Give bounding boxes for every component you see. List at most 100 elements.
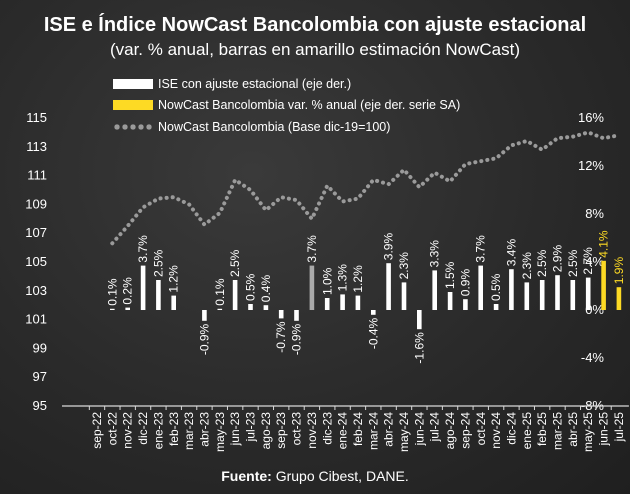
- ise-bar-label: 2.5%: [566, 249, 580, 277]
- x-tick-label: jul-25: [612, 412, 626, 443]
- x-tick-label: oct-24: [474, 412, 488, 446]
- ise-bar: [585, 277, 591, 310]
- right-axis: -8%-4%0%4%8%12%16%: [578, 110, 604, 413]
- nowcast-bar: [601, 260, 606, 310]
- x-tick-label: oct-23: [290, 412, 304, 446]
- x-tick-label: ene-23: [151, 412, 165, 450]
- chart-subtitle: (var. % anual, barras en amarillo estima…: [109, 40, 521, 59]
- x-tick-label: dic-23: [320, 412, 334, 445]
- x-tick-label: mar-25: [551, 412, 565, 450]
- x-tick-label: jul-24: [428, 412, 442, 443]
- x-axis: sep-22 oct-22 nov-22 dic-22 ene-23 feb-23 mar-…: [62, 405, 629, 452]
- ise-bar-label: 0.5%: [244, 273, 258, 301]
- x-tick-label: nov-22: [121, 412, 135, 449]
- x-tick-label: may-23: [213, 412, 227, 452]
- left-tick-label: 95: [33, 398, 47, 413]
- x-tick-label: dic-22: [136, 412, 150, 445]
- ise-bar: [171, 295, 176, 310]
- ise-bar: [232, 280, 238, 310]
- ise-bar: [493, 304, 499, 310]
- ise-bar-label: 3.9%: [382, 233, 396, 261]
- ise-bar-label: 2.9%: [551, 245, 565, 273]
- x-tick-label: may-25: [581, 412, 595, 452]
- x-tick-label: abr-25: [566, 412, 580, 447]
- right-tick-label: 8%: [585, 206, 604, 221]
- ise-bar: [248, 304, 253, 310]
- ise-bar-label: 3.4%: [504, 239, 518, 267]
- source-label: Fuente:: [221, 468, 272, 484]
- x-tick-label: sep-22: [90, 412, 104, 449]
- ise-bar: [309, 265, 315, 310]
- ise-bar: [432, 270, 437, 310]
- x-tick-label: ene-24: [336, 412, 350, 450]
- ise-bar: [463, 299, 468, 310]
- ise-bar-label: 2.3%: [397, 252, 411, 280]
- ise-bar-label: 1.0%: [320, 267, 334, 295]
- x-tick-label: jun-25: [597, 412, 611, 447]
- ise-bar: [263, 305, 269, 310]
- x-tick-label: oct-22: [105, 412, 119, 446]
- ise-bar: [401, 282, 407, 310]
- legend-swatch-nowcast-index: [113, 122, 153, 132]
- x-tick-label: ene-25: [520, 412, 534, 450]
- ise-bar-label: 2.7%: [581, 247, 595, 275]
- x-tick-label: abr-24: [382, 412, 396, 447]
- ise-bar-label: 0.5%: [489, 273, 503, 301]
- x-tick-label: jun-24: [412, 412, 426, 447]
- ise-bar-label: 0.9%: [458, 269, 472, 297]
- left-tick-label: 111: [27, 168, 47, 183]
- left-tick-label: 99: [33, 340, 47, 355]
- ise-bar-label: 0.2%: [121, 277, 135, 305]
- x-tick-label: feb-25: [535, 412, 549, 446]
- ise-bar: [340, 294, 345, 310]
- x-tick-label: sep-23: [274, 412, 288, 449]
- ise-bar: [278, 310, 284, 319]
- ise-bar-label: -0.9%: [197, 323, 211, 355]
- ise-bar: [509, 269, 514, 310]
- legend-label-nowcast-index: NowCast Bancolombia (Base dic-19=100): [158, 120, 391, 134]
- nowcast-bar-label: 1.9%: [612, 257, 626, 285]
- ise-bar-label: 1.2%: [351, 265, 365, 293]
- legend-item-nowcast-index: NowCast Bancolombia (Base dic-19=100): [113, 119, 390, 135]
- nowcast-index-series: [110, 130, 621, 246]
- legend-swatch-ise: [113, 79, 153, 89]
- left-tick-label: 105: [25, 254, 47, 269]
- x-tick-label: abr-23: [197, 412, 211, 447]
- ise-bar: [417, 310, 422, 330]
- right-tick-label: 12%: [578, 158, 604, 173]
- ise-bar-label: 0.4%: [259, 275, 273, 303]
- x-tick-label: feb-24: [351, 412, 365, 446]
- x-tick-label: jul-23: [244, 412, 258, 443]
- ise-bar: [125, 307, 130, 310]
- legend-swatch-nowcast-var: [113, 100, 153, 110]
- ise-bar: [447, 292, 453, 310]
- ise-bar: [478, 265, 483, 310]
- left-tick-label: 103: [25, 283, 47, 298]
- left-tick-label: 113: [26, 139, 47, 154]
- x-tick-label: may-24: [397, 412, 411, 452]
- ise-bar-label: 0.1%: [105, 278, 119, 306]
- ise-bar: [570, 280, 576, 310]
- right-tick-label: -4%: [581, 350, 605, 365]
- right-tick-label: 4%: [585, 254, 604, 269]
- legend-label-ise: ISE con ajuste estacional (eje der.): [158, 77, 352, 91]
- ise-bar: [294, 310, 299, 321]
- x-tick-label: dic-24: [504, 412, 518, 445]
- ise-bar-label: 3.3%: [428, 240, 442, 268]
- ise-bar: [386, 263, 391, 310]
- chart-title: ISE e Índice NowCast Bancolombia con aju…: [43, 14, 587, 36]
- ise-bar-label: 1.2%: [167, 265, 181, 293]
- ise-bar: [539, 280, 545, 310]
- x-tick-label: nov-23: [305, 412, 319, 449]
- x-tick-label: ago-23: [259, 412, 273, 450]
- x-tick-label: nov-24: [489, 412, 503, 449]
- legend-label-nowcast-var: NowCast Bancolombia var. % anual (eje de…: [158, 98, 461, 112]
- left-tick-label: 101: [25, 312, 47, 327]
- x-tick-label: mar-24: [366, 412, 380, 450]
- x-tick-label: sep-24: [458, 412, 472, 449]
- legend-item-ise: ISE con ajuste estacional (eje der.): [113, 76, 351, 92]
- left-tick-label: 109: [25, 196, 47, 211]
- ise-bar: [324, 298, 330, 310]
- ise-bar-label: 1.3%: [336, 264, 350, 292]
- left-tick-label: 97: [33, 369, 47, 384]
